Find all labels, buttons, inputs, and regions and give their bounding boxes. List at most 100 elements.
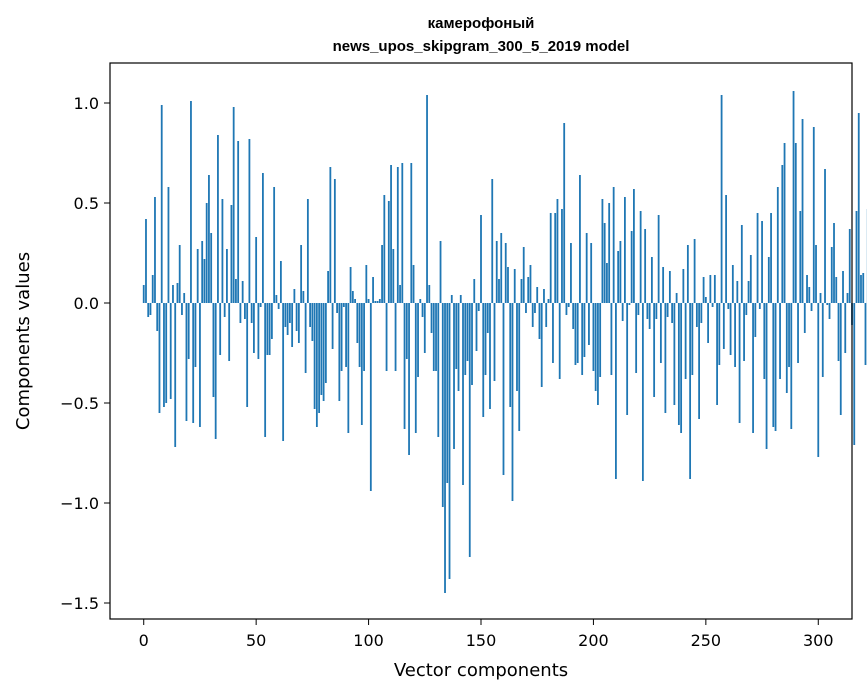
bar xyxy=(695,303,698,327)
bar xyxy=(437,303,440,437)
x-tick-label: 100 xyxy=(353,631,384,650)
bar xyxy=(473,279,476,303)
bar xyxy=(248,139,251,303)
bar xyxy=(309,303,312,327)
bar xyxy=(821,303,824,377)
bar xyxy=(624,197,626,303)
bar xyxy=(435,303,437,371)
bar xyxy=(432,303,435,371)
bar xyxy=(441,303,444,507)
bar xyxy=(606,263,608,303)
bar xyxy=(270,303,273,339)
bar xyxy=(210,233,213,303)
bar xyxy=(250,303,253,323)
bar xyxy=(779,303,781,379)
bar xyxy=(585,233,588,303)
bar xyxy=(749,255,752,303)
bar xyxy=(149,303,152,315)
bar xyxy=(504,243,507,303)
y-tick-label: 0.0 xyxy=(74,294,99,313)
bar xyxy=(597,303,599,405)
bar xyxy=(167,187,170,303)
bar xyxy=(731,265,734,303)
bar xyxy=(848,229,851,303)
bar xyxy=(565,303,568,315)
bar xyxy=(563,123,566,303)
bar xyxy=(743,303,745,361)
bar xyxy=(812,127,815,303)
bar xyxy=(304,303,307,373)
bar xyxy=(527,277,530,303)
bar xyxy=(549,213,552,303)
bar xyxy=(273,187,276,303)
x-tick-label: 0 xyxy=(139,631,149,650)
bar xyxy=(516,303,518,391)
bar xyxy=(752,303,754,433)
bar xyxy=(824,169,826,303)
bar xyxy=(828,303,831,319)
bar xyxy=(545,303,548,327)
bar xyxy=(253,303,255,353)
bar xyxy=(450,295,453,303)
bar xyxy=(203,259,206,303)
bar xyxy=(327,271,329,303)
bar xyxy=(208,175,210,303)
bar xyxy=(158,303,161,413)
bar xyxy=(491,179,494,303)
bar xyxy=(466,303,469,361)
bar xyxy=(156,303,159,331)
bar xyxy=(349,267,352,303)
bar xyxy=(666,303,669,317)
bar xyxy=(754,303,757,337)
bar xyxy=(399,285,401,303)
x-tick-label: 300 xyxy=(803,631,834,650)
bar xyxy=(639,211,642,303)
bar xyxy=(700,303,703,323)
bar xyxy=(740,225,743,303)
bar xyxy=(794,143,797,303)
bar xyxy=(279,261,282,303)
bar xyxy=(322,303,325,401)
bar xyxy=(704,297,707,303)
bar xyxy=(846,293,849,303)
bar xyxy=(677,303,680,425)
x-axis-ticks: 0 50 100 150 200 250 300 xyxy=(139,619,834,650)
bar xyxy=(619,241,622,303)
bar xyxy=(401,163,404,303)
bar xyxy=(691,303,694,375)
bar xyxy=(702,277,705,303)
bar xyxy=(722,303,725,349)
bar xyxy=(520,279,523,303)
bar xyxy=(219,303,222,355)
bar xyxy=(862,273,865,303)
bar xyxy=(500,233,503,303)
bar xyxy=(165,303,168,403)
bar xyxy=(603,223,606,303)
plot-frame xyxy=(109,62,853,620)
bar xyxy=(455,303,458,369)
bar xyxy=(365,265,368,303)
bar xyxy=(297,303,300,343)
bar xyxy=(518,303,521,431)
bar xyxy=(387,201,390,303)
bar xyxy=(543,289,545,303)
bar xyxy=(758,303,761,309)
bar xyxy=(738,303,741,423)
bar xyxy=(221,199,224,303)
bar xyxy=(421,303,424,317)
bar xyxy=(498,279,500,303)
bar xyxy=(486,303,489,333)
y-tick-label: −0.5 xyxy=(60,394,99,413)
bar xyxy=(662,267,665,303)
bar xyxy=(275,295,278,303)
bar xyxy=(835,277,838,303)
x-tick-label: 200 xyxy=(578,631,609,650)
bar xyxy=(853,303,856,445)
bar xyxy=(295,303,298,331)
bar xyxy=(495,241,498,303)
bar xyxy=(446,303,449,483)
y-tick-label: 0.5 xyxy=(74,194,99,213)
bar xyxy=(536,287,539,303)
bar xyxy=(810,303,813,311)
bar xyxy=(644,229,647,303)
